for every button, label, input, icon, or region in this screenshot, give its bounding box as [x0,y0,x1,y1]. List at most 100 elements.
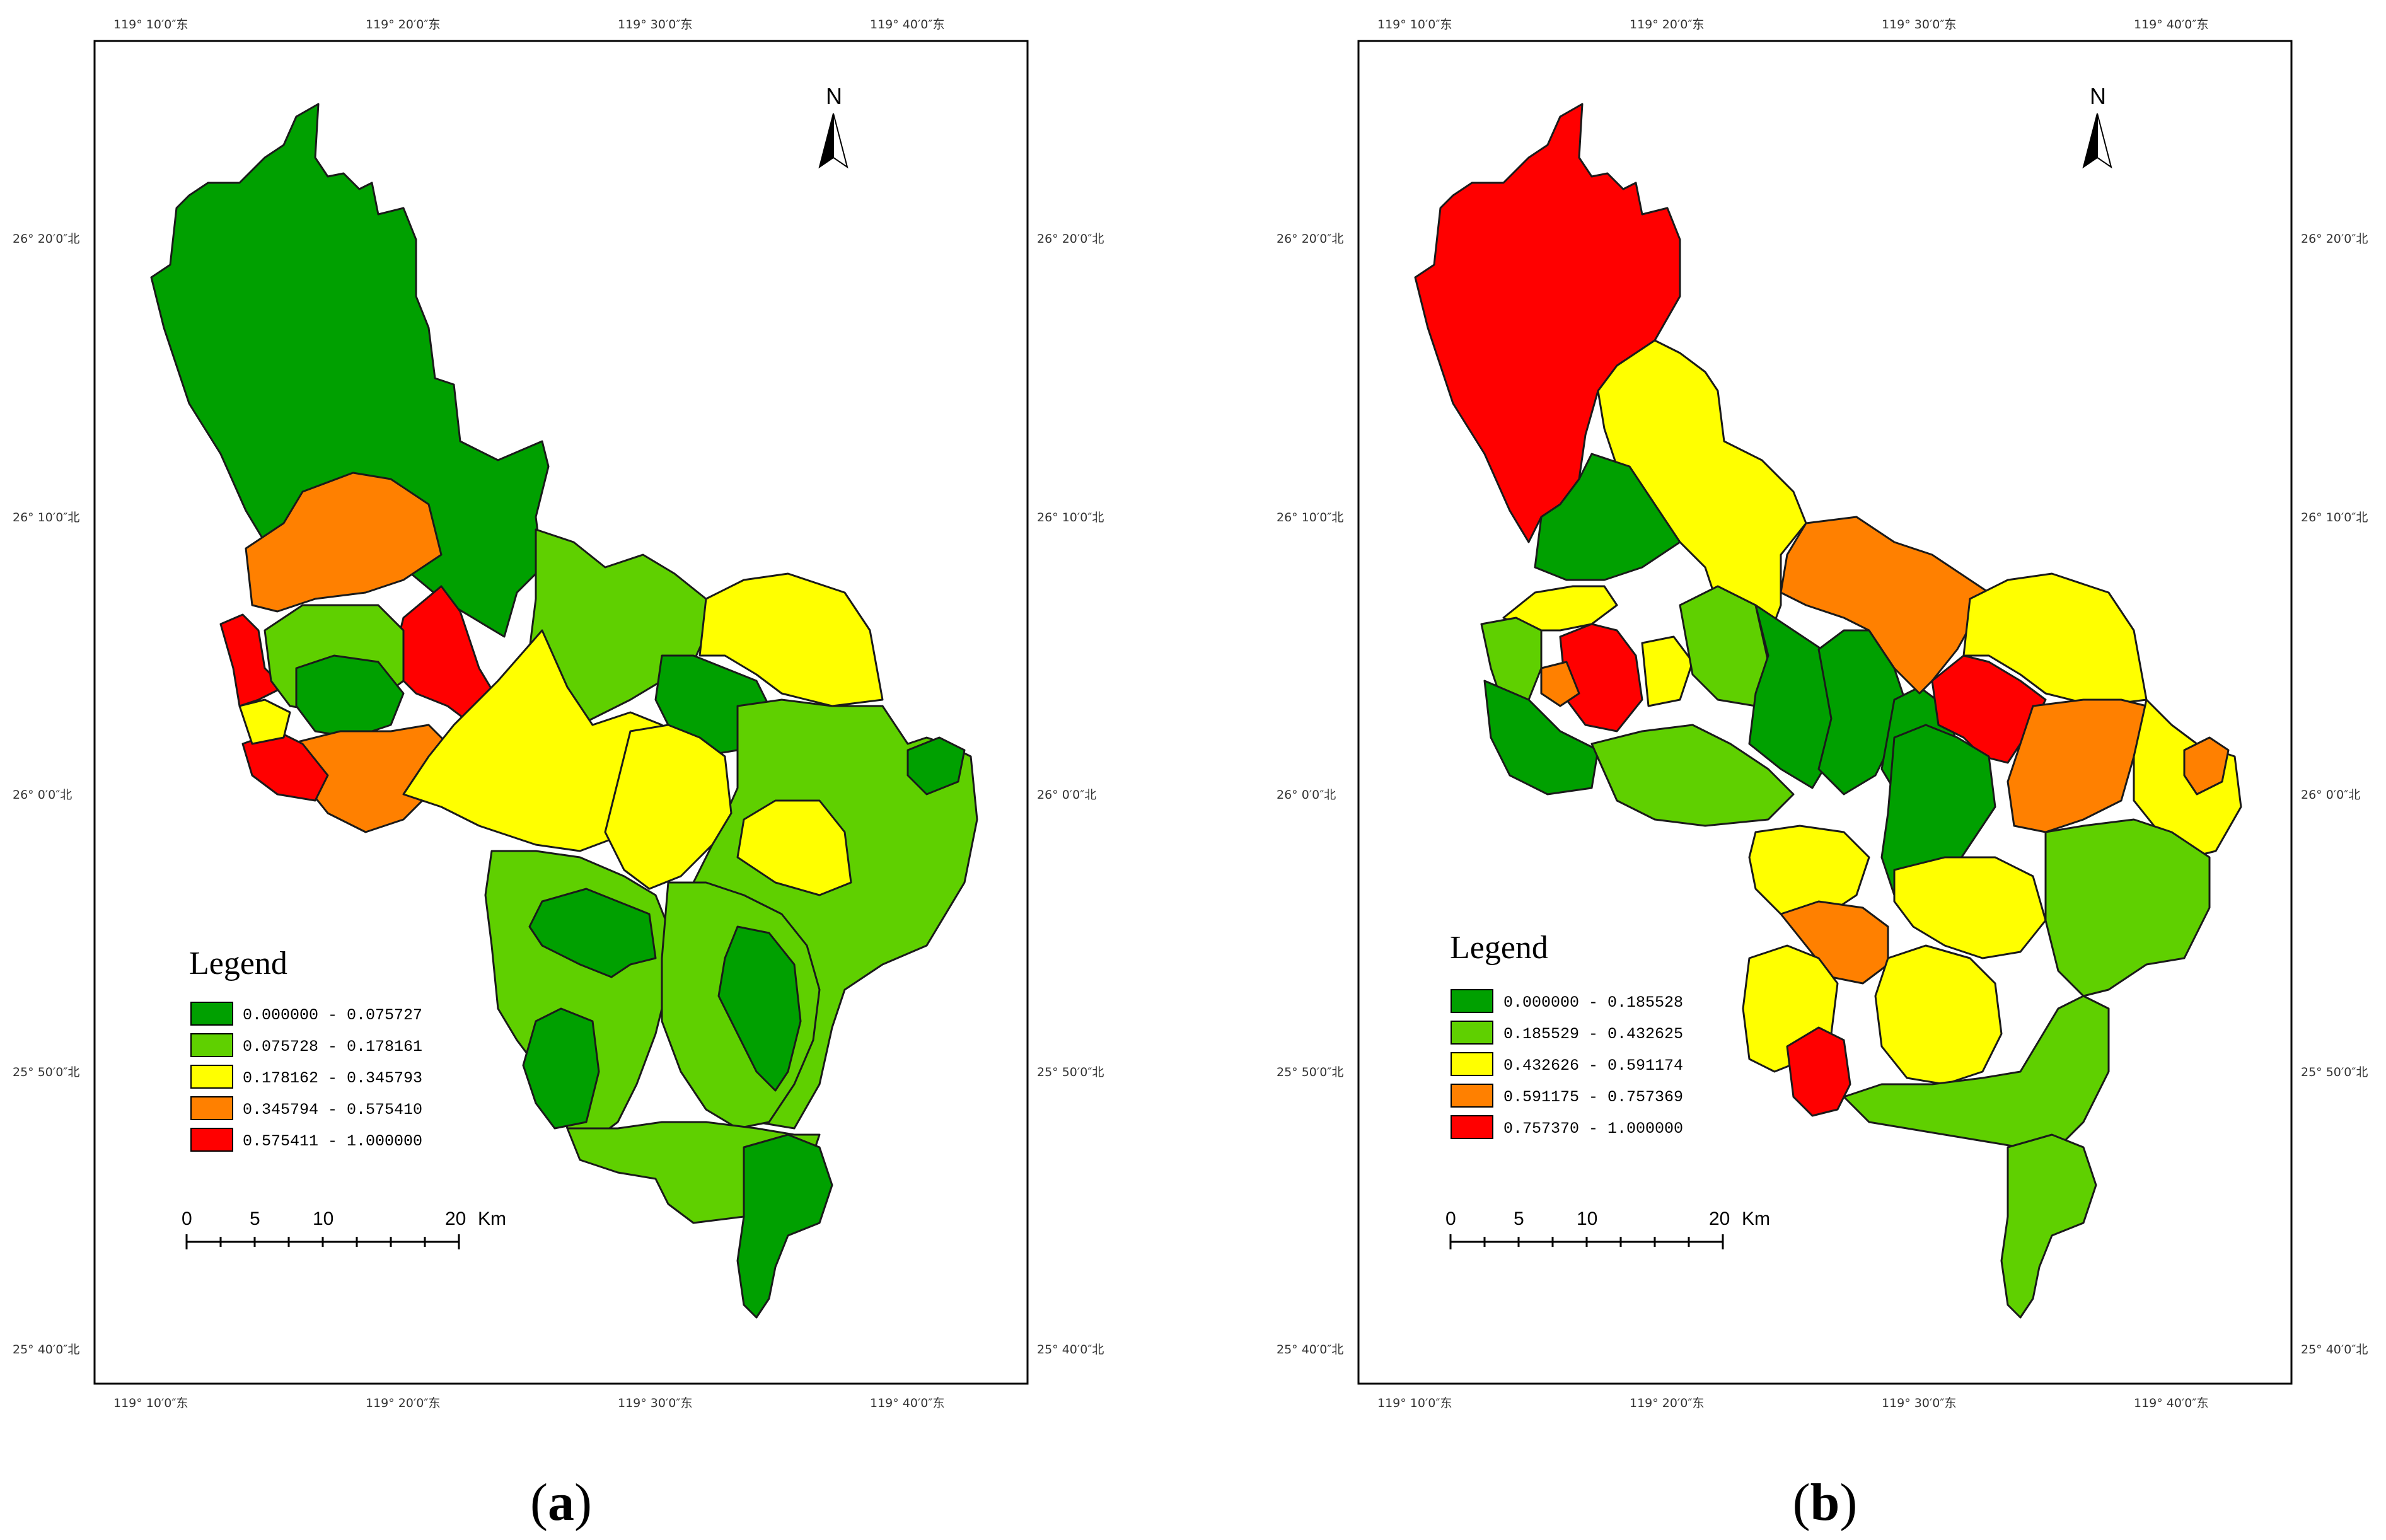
district-coast-yellow [238,698,291,745]
lat-label: 26° 0′0″北 [1277,788,1336,802]
lat-label: 26° 10′0″北 [2301,511,2368,524]
district-map-a [150,103,978,1319]
lon-label: 119° 20′0″东 [1630,1396,1704,1410]
lon-label: 119° 20′0″东 [366,1396,440,1410]
lon-label: 119° 10′0″东 [113,18,188,32]
legend-label: 0.575411 - 1.000000 [243,1132,422,1150]
legend-label: 0.345794 - 0.575410 [243,1101,422,1119]
district-south-darkgreen [528,888,657,978]
lat-ticks-left: 26° 20′0″北 26° 10′0″北 26° 0′0″北 25° 50′0… [13,232,79,1357]
map-b-svg: 119° 10′0″东 119° 20′0″东 119° 30′0″东 119°… [1277,18,2368,1410]
lat-ticks-left: 26° 20′0″北 26° 10′0″北 26° 0′0″北 25° 50′0… [1277,232,1343,1357]
lon-ticks-bottom: 119° 10′0″东 119° 20′0″东 119° 30′0″东 119°… [113,1396,944,1410]
lat-label: 25° 50′0″北 [2301,1065,2368,1079]
district-coast-green [1590,724,1795,827]
district-east-orange-2 [2007,698,2148,833]
district-mid-yellow-2 [736,799,852,896]
legend-label: 0.432626 - 0.591174 [1503,1057,1683,1075]
scale-bar: 0 5 10 20 Km [182,1208,506,1249]
lon-ticks-bottom: 119° 10′0″东 119° 20′0″东 119° 30′0″东 119°… [1377,1396,2208,1410]
legend-swatch [190,1096,233,1120]
lat-label: 25° 40′0″北 [1277,1343,1343,1357]
lat-label: 26° 0′0″北 [2301,788,2360,802]
north-arrow: N [818,83,848,169]
lon-label: 119° 30′0″东 [1882,18,1956,32]
legend-swatch [190,1033,233,1057]
lon-label: 119° 20′0″东 [1630,18,1704,32]
legend-label: 0.757370 - 1.000000 [1503,1120,1683,1138]
lon-label: 119° 20′0″东 [366,18,440,32]
lon-ticks-top: 119° 10′0″东 119° 20′0″东 119° 30′0″东 119°… [113,18,944,32]
lon-label: 119° 10′0″东 [113,1396,188,1410]
district-nw-orange [245,472,443,613]
district-east-orange [1780,516,1990,695]
scale-tick-label: 10 [1577,1208,1597,1229]
lat-label: 26° 20′0″北 [13,232,79,246]
legend-swatch [190,1128,233,1152]
district-urban-orange [1540,661,1580,707]
north-label: N [826,83,842,109]
legend-swatch [1451,1021,1493,1045]
district-west-green [1480,617,1543,707]
district-south-yellow [1874,944,2003,1086]
legend-label: 0.591175 - 0.757369 [1503,1088,1683,1106]
legend-swatch [190,1002,233,1026]
district-map-b [1414,103,2242,1319]
district-mid-yellow [604,724,733,890]
lat-label: 25° 40′0″北 [1037,1343,1104,1357]
caption-a: (a) [530,1473,592,1532]
caption-b: (b) [1792,1473,1858,1532]
legend-title: Legend [189,946,287,981]
lon-label: 119° 30′0″东 [1882,1396,1956,1410]
legend-label: 0.075728 - 0.178161 [243,1038,422,1056]
lon-label: 119° 30′0″东 [618,18,692,32]
lat-ticks-right: 26° 20′0″北 26° 10′0″北 26° 0′0″北 25° 50′0… [2301,232,2368,1357]
lon-label: 119° 40′0″东 [870,18,944,32]
lon-label: 119° 10′0″东 [1377,1396,1452,1410]
district-nw-green [1534,453,1681,581]
lon-label: 119° 40′0″东 [2134,18,2208,32]
north-arrow-icon-right [833,113,848,169]
legend-label: 0.185529 - 0.432625 [1503,1025,1683,1043]
district-coast-darkgreen [1483,680,1599,796]
lon-label: 119° 10′0″东 [1377,18,1452,32]
scale-unit: Km [1742,1208,1770,1229]
lat-label: 26° 20′0″北 [1277,232,1343,246]
legend-label: 0.000000 - 0.185528 [1503,993,1683,1012]
lat-ticks-right: 26° 20′0″北 26° 10′0″北 26° 0′0″北 25° 50′0… [1037,232,1104,1357]
legend-swatch [190,1065,233,1089]
lon-label: 119° 30′0″东 [618,1396,692,1410]
lat-label: 25° 50′0″北 [1277,1065,1343,1079]
north-arrow: N [2082,83,2112,169]
legend-swatch [1451,1084,1493,1108]
legend: Legend 0.000000 - 0.075727 0.075728 - 0.… [189,946,422,1152]
scale-bar: 0 5 10 20 Km [1445,1208,1770,1249]
map-a-svg: 119° 10′0″东 119° 20′0″东 119° 30′0″东 119°… [13,18,1104,1410]
lat-label: 25° 50′0″北 [13,1065,79,1079]
district-se-green [2044,818,2211,997]
lat-label: 26° 10′0″北 [1037,511,1104,524]
district-south-darkgreen-2 [717,925,802,1092]
scale-tick-label: 0 [1445,1208,1456,1229]
lon-label: 119° 40′0″东 [2134,1396,2208,1410]
lat-label: 26° 0′0″北 [1037,788,1096,802]
legend-title: Legend [1450,930,1548,966]
north-label: N [2090,83,2106,109]
scale-tick-label: 5 [1514,1208,1524,1229]
legend-label: 0.000000 - 0.075727 [243,1006,422,1024]
legend-swatch [1451,1115,1493,1139]
legend-label: 0.178162 - 0.345793 [243,1069,422,1087]
district-urban-core [295,654,405,739]
scale-tick-label: 5 [250,1208,260,1229]
district-south-darkgreen-3 [522,1007,600,1130]
legend: Legend 0.000000 - 0.185528 0.185529 - 0.… [1450,930,1683,1139]
lat-label: 26° 20′0″北 [2301,232,2368,246]
district-tail-darkgreen [736,1133,833,1319]
district-north [150,103,550,638]
lat-label: 26° 20′0″北 [1037,232,1104,246]
legend-swatch [1451,989,1493,1013]
lon-ticks-top: 119° 10′0″东 119° 20′0″东 119° 30′0″东 119°… [1377,18,2208,32]
map-panel-a: 119° 10′0″东 119° 20′0″东 119° 30′0″东 119°… [0,0,1191,1540]
district-urban-yellow [1641,635,1694,707]
district-far-east-orange [2183,736,2230,796]
